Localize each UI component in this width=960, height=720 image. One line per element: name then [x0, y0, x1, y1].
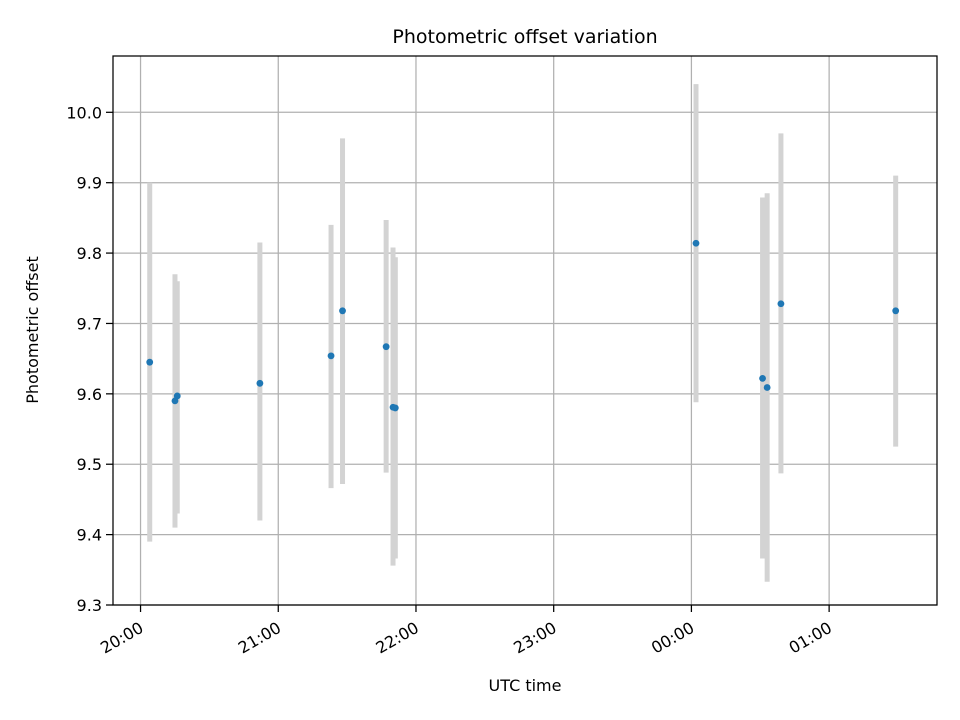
data-point — [391, 404, 399, 412]
data-point — [339, 307, 346, 315]
data-point — [173, 392, 181, 400]
data-point — [892, 307, 900, 315]
x-axis-label: UTC time — [489, 676, 562, 695]
data-point — [256, 379, 264, 387]
y-axis-label: Photometric offset — [23, 256, 42, 404]
data-points — [146, 239, 900, 412]
y-tick-label: 9.8 — [77, 244, 102, 263]
grid-lines — [113, 56, 937, 606]
data-point — [777, 300, 785, 308]
data-point — [327, 352, 335, 360]
plot-frame — [112, 55, 938, 606]
data-point — [146, 358, 154, 366]
y-tick-label: 9.4 — [77, 526, 102, 545]
y-tick-label: 9.9 — [77, 174, 102, 193]
y-tick-label: 9.6 — [77, 385, 102, 404]
y-tick-label: 9.5 — [77, 455, 102, 474]
data-point — [692, 239, 700, 247]
data-point — [759, 374, 766, 382]
y-tick-label: 9.7 — [77, 314, 102, 333]
y-tick-label: 10.0 — [66, 103, 102, 122]
y-tick-label: 9.3 — [77, 596, 102, 615]
data-point — [382, 343, 390, 351]
y-axis-ticks: 9.3 9.4 9.5 9.6 9.7 9.8 9.9 10.0 — [66, 103, 113, 615]
chart-title: Photometric offset variation — [392, 26, 657, 48]
data-point — [763, 384, 771, 391]
